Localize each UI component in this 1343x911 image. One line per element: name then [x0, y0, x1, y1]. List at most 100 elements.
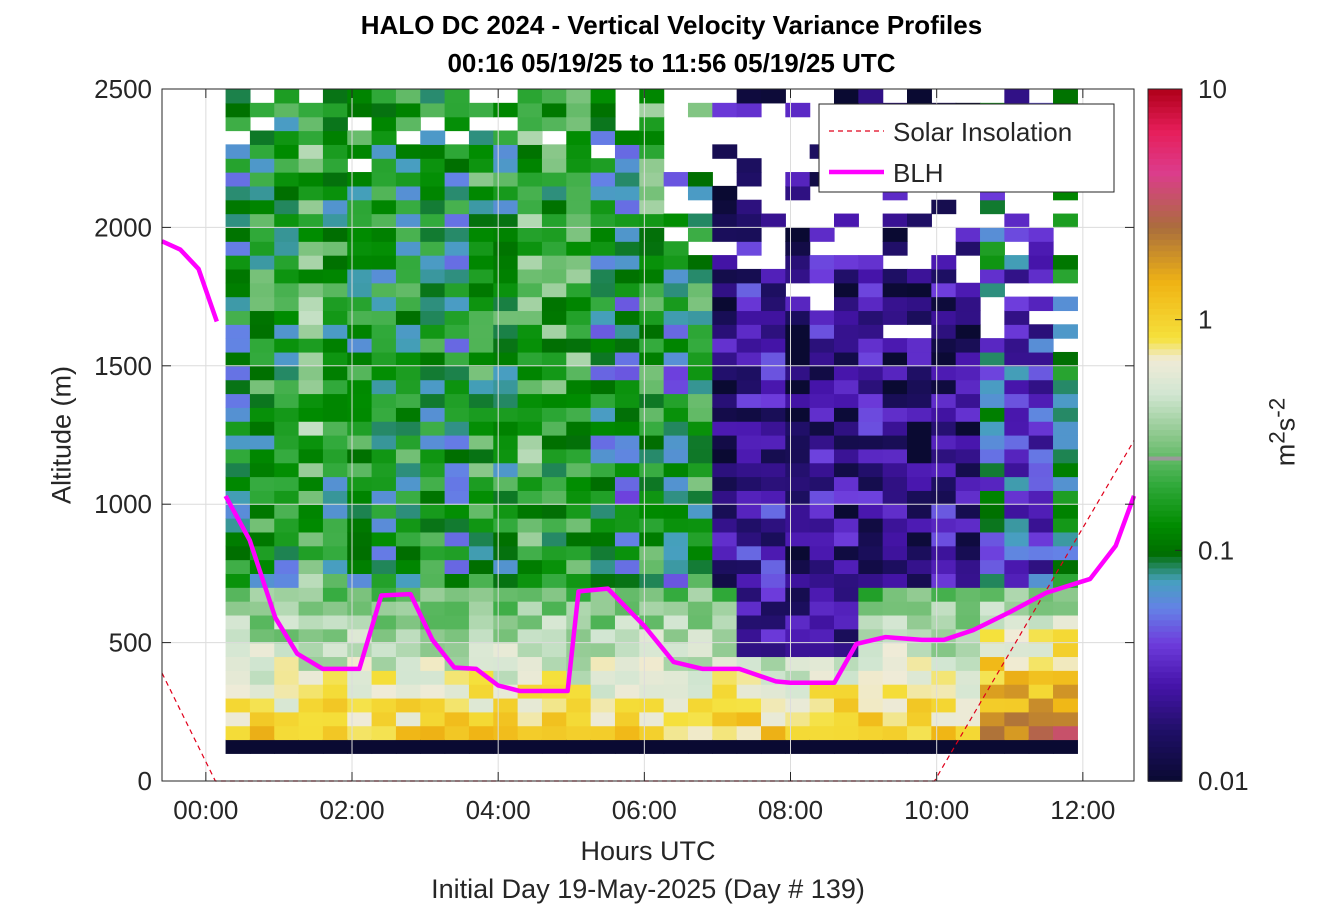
heatmap-cell [371, 476, 397, 491]
heatmap-cell [468, 102, 494, 118]
heatmap-cell [298, 351, 324, 367]
heatmap-cell [1028, 697, 1054, 713]
heatmap-cell [639, 241, 665, 256]
heatmap-cell [468, 587, 494, 602]
heatmap-cell [347, 614, 373, 630]
heatmap-cell [687, 102, 713, 118]
heatmap-cell [444, 268, 470, 284]
heatmap-cell [249, 711, 275, 727]
heatmap-cell [931, 697, 957, 713]
heatmap-cell [980, 656, 1005, 671]
heatmap-cell [858, 462, 884, 478]
heatmap-cell [809, 338, 835, 353]
heatmap-cell [639, 172, 665, 187]
heatmap-cell [468, 393, 494, 408]
heatmap-cell [858, 296, 884, 312]
heatmap-cell [225, 739, 251, 754]
heatmap-cell [322, 697, 348, 713]
heatmap-cell [420, 102, 446, 118]
heatmap-cell [1053, 628, 1078, 644]
heatmap-cell [639, 490, 665, 505]
heatmap-cell [395, 351, 421, 367]
heatmap-cell [1028, 268, 1054, 284]
heatmap-cell [736, 102, 762, 118]
heatmap-cell [225, 324, 251, 339]
heatmap-cell [517, 435, 543, 450]
heatmap-cell [274, 365, 300, 381]
heatmap-cell [687, 227, 713, 242]
heatmap-cell [639, 338, 665, 353]
heatmap-cell [712, 476, 738, 491]
heatmap-cell [639, 296, 665, 312]
heatmap-cell [980, 697, 1005, 713]
heatmap-cell [566, 573, 592, 588]
heatmap-cell [955, 531, 981, 547]
heatmap-cell [931, 393, 957, 408]
heatmap-cell [493, 421, 519, 436]
heatmap-cell [785, 559, 811, 574]
heatmap-cell [420, 241, 446, 256]
heatmap-cell [517, 490, 543, 505]
heatmap-cell [298, 296, 324, 312]
heatmap-cell [420, 310, 446, 325]
heatmap-cell [907, 656, 932, 671]
heatmap-cell [712, 587, 738, 602]
heatmap-cell [322, 172, 348, 187]
heatmap-cell [712, 545, 738, 561]
heatmap-cell [322, 255, 348, 270]
heatmap-cell [907, 448, 932, 464]
heatmap-cell [566, 130, 592, 145]
heatmap-cell [566, 144, 592, 159]
heatmap-cell [955, 504, 981, 519]
heatmap-cell [371, 518, 397, 533]
heatmap-cell [907, 490, 932, 505]
heatmap-cell [882, 559, 908, 574]
heatmap-cell [712, 559, 738, 574]
heatmap-cell [566, 296, 592, 312]
heatmap-cell [347, 255, 373, 270]
heatmap-cell [541, 573, 567, 588]
heatmap-cell [955, 462, 981, 478]
heatmap-cell [760, 573, 786, 588]
heatmap-cell [663, 642, 689, 658]
heatmap-cell [955, 241, 981, 256]
heatmap-cell [980, 670, 1005, 685]
heatmap-cell [347, 365, 373, 381]
heatmap-cell [1004, 559, 1030, 574]
heatmap-cell [395, 628, 421, 644]
heatmap-cell [614, 725, 640, 741]
heatmap-cell [566, 227, 592, 242]
heatmap-cell [712, 393, 738, 408]
heatmap-cell [980, 407, 1005, 422]
heatmap-cell [736, 296, 762, 312]
heatmap-cell [809, 310, 835, 325]
heatmap-cell [541, 448, 567, 464]
heatmap-cell [1028, 421, 1054, 436]
heatmap-cell [785, 725, 811, 741]
heatmap-cell [590, 116, 616, 132]
heatmap-cell [420, 338, 446, 353]
heatmap-cell [249, 227, 275, 242]
heatmap-cell [444, 490, 470, 505]
heatmap-cell [614, 393, 640, 408]
heatmap-cell [395, 435, 421, 450]
heatmap-cell [785, 255, 811, 270]
heatmap-cell [517, 697, 543, 713]
heatmap-cell [371, 628, 397, 644]
heatmap-cell [687, 711, 713, 727]
heatmap-cell [493, 448, 519, 464]
heatmap-cell [736, 614, 762, 630]
heatmap-cell [371, 573, 397, 588]
heatmap-cell [395, 296, 421, 312]
heatmap-cell [760, 282, 786, 298]
heatmap-cell [371, 545, 397, 561]
heatmap-cell [225, 144, 251, 159]
heatmap-cell [395, 324, 421, 339]
heatmap-cell [1004, 670, 1030, 685]
heatmap-cell [322, 407, 348, 422]
heatmap-cell [882, 614, 908, 630]
heatmap-cell [614, 739, 640, 754]
heatmap-cell [931, 739, 957, 754]
heatmap-cell [663, 407, 689, 422]
heatmap-cell [614, 255, 640, 270]
